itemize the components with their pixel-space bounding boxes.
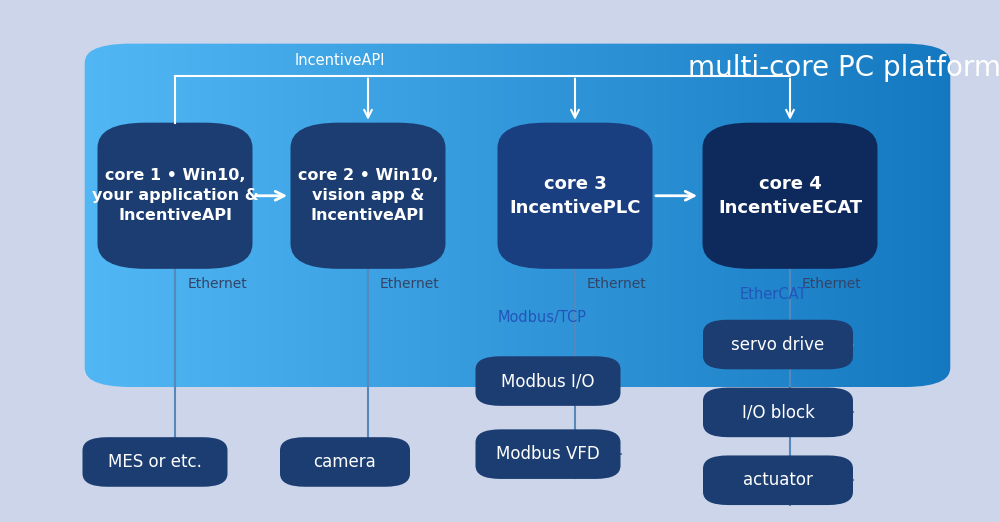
Text: core 3
IncentivePLC: core 3 IncentivePLC (509, 175, 641, 217)
Text: core 2 • Win10,
vision app &
IncentiveAPI: core 2 • Win10, vision app & IncentiveAP… (298, 169, 438, 223)
Text: I/O block: I/O block (742, 404, 814, 421)
Text: Modbus VFD: Modbus VFD (496, 445, 600, 463)
Text: MES or etc.: MES or etc. (108, 453, 202, 471)
Text: Ethernet: Ethernet (802, 278, 862, 291)
FancyBboxPatch shape (703, 319, 853, 370)
FancyBboxPatch shape (476, 356, 620, 406)
Text: EtherCAT: EtherCAT (739, 288, 807, 302)
Text: Ethernet: Ethernet (188, 278, 248, 291)
Text: servo drive: servo drive (731, 336, 825, 353)
FancyBboxPatch shape (703, 388, 853, 437)
Text: IncentiveAPI: IncentiveAPI (295, 53, 386, 68)
Text: Modbus I/O: Modbus I/O (501, 372, 595, 390)
Text: actuator: actuator (743, 471, 813, 489)
Text: Ethernet: Ethernet (380, 278, 440, 291)
Text: camera: camera (314, 453, 376, 471)
FancyBboxPatch shape (280, 437, 410, 487)
Text: core 4
IncentiveECAT: core 4 IncentiveECAT (718, 175, 862, 217)
FancyBboxPatch shape (497, 123, 652, 269)
FancyBboxPatch shape (290, 123, 446, 269)
FancyBboxPatch shape (97, 123, 252, 269)
Text: core 1 • Win10,
your application &
IncentiveAPI: core 1 • Win10, your application & Incen… (92, 169, 258, 223)
FancyBboxPatch shape (82, 437, 227, 487)
Text: multi-core PC platform: multi-core PC platform (688, 54, 1000, 82)
Text: Ethernet: Ethernet (587, 278, 647, 291)
FancyBboxPatch shape (702, 123, 878, 269)
Text: Modbus/TCP: Modbus/TCP (498, 310, 586, 325)
FancyBboxPatch shape (476, 429, 620, 479)
FancyBboxPatch shape (703, 455, 853, 505)
